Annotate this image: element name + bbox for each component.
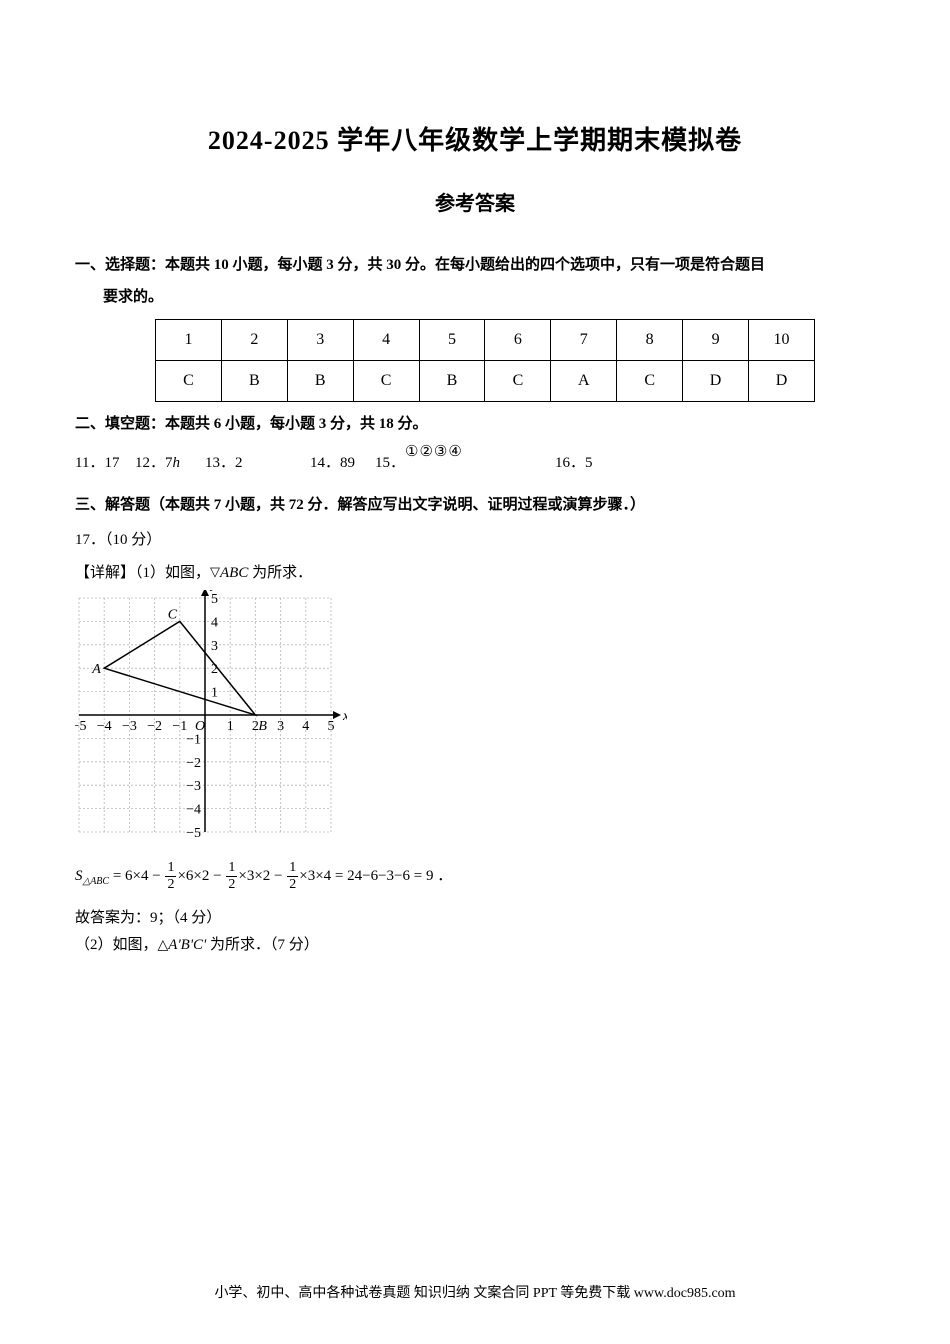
area-formula: S△ABC = 6×4 − 12×6×2 − 12×3×2 − 12×3×4 =… [75,861,875,892]
answer-line: 故答案为：9；（4 分） [75,906,875,927]
grid-figure: O−5−4−3−2−112345−5−4−3−2−112345xyABC [75,590,875,847]
cell: 8 [617,320,683,361]
svg-text:−5: −5 [75,719,86,734]
q12-text: 12．7 [135,455,173,471]
part2-suffix: 为所求．（7 分） [206,937,319,953]
part2-prefix: （2）如图， [75,937,158,953]
page: 2024-2025 学年八年级数学上学期期末模拟卷 参考答案 一、选择题：本题共… [0,0,950,1344]
cell: B [221,361,287,402]
cell: C [156,361,222,402]
cell: C [353,361,419,402]
svg-text:x: x [342,709,347,724]
footer-text: 小学、初中、高中各种试卷真题 知识归纳 文案合同 PPT 等免费下载 www.d… [75,1282,875,1302]
svg-text:A: A [91,662,101,677]
cell: D [749,361,815,402]
svg-text:−3: −3 [186,779,201,794]
q13: 13．2 [205,451,243,472]
svg-text:−2: −2 [147,719,162,734]
svg-text:−3: −3 [122,719,137,734]
cell: C [485,361,551,402]
cell: 4 [353,320,419,361]
q15-circled: ①②③④ [405,442,463,461]
cell: 10 [749,320,815,361]
cell: C [617,361,683,402]
answers-table: 1 2 3 4 5 6 7 8 9 10 C B B C B C A C D D [155,319,815,402]
svg-text:−1: −1 [172,719,187,734]
table-row: C B B C B C A C D D [156,361,815,402]
q15: 15． [375,451,405,472]
q14: 14．89 [310,451,355,472]
svg-text:−1: −1 [186,732,201,747]
detail-prefix: 【详解】（1）如图， [75,565,210,581]
section3-heading: 三、解答题（本题共 7 小题，共 72 分．解答应写出文字说明、证明过程或演算步… [75,493,875,514]
cell: 9 [683,320,749,361]
doc-title: 2024-2025 学年八年级数学上学期期末模拟卷 [75,120,875,157]
svg-text:y: y [209,590,218,592]
svg-text:C: C [168,607,178,622]
svg-text:5: 5 [328,719,335,734]
cell: 3 [287,320,353,361]
fill-answers-row: 11．17 12．7h 13．2 14．89 15． ①②③④ 16．5 [75,447,875,475]
grid-svg: O−5−4−3−2−112345−5−4−3−2−112345xyABC [75,590,347,842]
svg-text:−2: −2 [186,755,201,770]
svg-text:−5: −5 [186,826,201,841]
svg-text:1: 1 [211,685,218,700]
formula-S: S [75,867,83,883]
cell: B [419,361,485,402]
q17-detail: 【详解】（1）如图， ABC 为所求． [75,561,875,582]
q12-h: h [173,455,181,471]
cell: B [287,361,353,402]
part2-tri: A'B'C' [168,937,206,953]
doc-subtitle: 参考答案 [75,187,875,216]
section1-heading: 一、选择题：本题共 10 小题，每小题 3 分，共 30 分。在每小题给出的四个… [75,250,875,313]
cell: 5 [419,320,485,361]
cell: 7 [551,320,617,361]
svg-text:−4: −4 [186,802,201,817]
q16: 16．5 [555,451,593,472]
cell: 1 [156,320,222,361]
cell: 2 [221,320,287,361]
q12: 12．7h [135,451,180,472]
cell: D [683,361,749,402]
q17-label: 17．（10 分） [75,528,875,549]
svg-text:4: 4 [211,615,218,630]
table-row: 1 2 3 4 5 6 7 8 9 10 [156,320,815,361]
svg-text:3: 3 [277,719,284,734]
detail-suffix: 为所求． [248,565,312,581]
formula-sub: △ABC [83,875,110,886]
svg-text:B: B [258,719,267,734]
svg-text:−4: −4 [97,719,112,734]
q11: 11．17 [75,451,119,472]
svg-text:4: 4 [302,719,309,734]
svg-text:1: 1 [227,719,234,734]
detail-tri: ABC [220,565,248,581]
cell: 6 [485,320,551,361]
triangle-icon [210,565,220,581]
part2-line: （2）如图， A'B'C' 为所求．（7 分） [75,933,875,954]
svg-text:5: 5 [211,592,218,607]
section1-heading-a: 一、选择题：本题共 10 小题，每小题 3 分，共 30 分。在每小题给出的四个… [75,257,765,273]
section2-heading: 二、填空题：本题共 6 小题，每小题 3 分，共 18 分。 [75,410,875,439]
svg-text:3: 3 [211,638,218,653]
section2-heading-text: 二、填空题：本题共 6 小题，每小题 3 分，共 18 分。 [75,416,428,432]
cell: A [551,361,617,402]
section1-heading-b: 要求的。 [103,282,875,314]
triangle2-icon [158,937,169,953]
